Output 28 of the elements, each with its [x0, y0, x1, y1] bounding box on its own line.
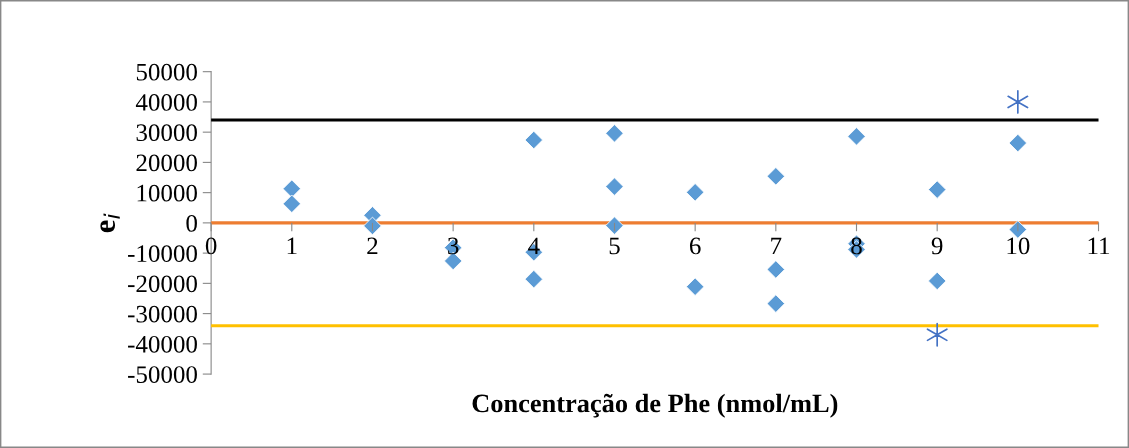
x-tick-label: 9	[931, 237, 943, 255]
y-axis-title: e$_{i}$	[100, 213, 120, 233]
x-tick-label: 8	[851, 237, 862, 255]
x-tick-label: 7	[771, 237, 782, 255]
x-tick-label: 11	[1088, 237, 1110, 255]
x-tick-label: 3	[448, 237, 459, 255]
point	[1007, 89, 1029, 114]
x-tick-label: 10	[1007, 237, 1030, 255]
y-tick-label: 20000	[136, 154, 197, 172]
y-tick-label: 10000	[137, 184, 197, 202]
x-axis-title: Concentração de Phe (nmol/mL)	[472, 393, 838, 418]
y-tick-label: 50000	[136, 63, 197, 81]
y-tick-label: -20000	[128, 275, 197, 293]
x-tick-label: 5	[609, 237, 620, 255]
y-tick-label: -30000	[128, 305, 197, 323]
y-tick-label: -50000	[128, 366, 197, 383]
y-tick-label: 40000	[135, 93, 197, 111]
x-tick-label: 0	[205, 237, 217, 255]
y-tick-label: -10000	[128, 245, 197, 263]
y-tick-label: -40000	[128, 335, 197, 353]
x-tick-label: 4	[528, 237, 540, 255]
y-tick-label: 30000	[136, 124, 197, 142]
point	[926, 322, 948, 347]
point	[766, 294, 786, 313]
y-tick-label: 0	[186, 214, 197, 232]
x-tick-label: 2	[367, 237, 378, 255]
x-tick-label: 6	[689, 237, 701, 255]
x-tick-label: 1	[287, 237, 297, 255]
